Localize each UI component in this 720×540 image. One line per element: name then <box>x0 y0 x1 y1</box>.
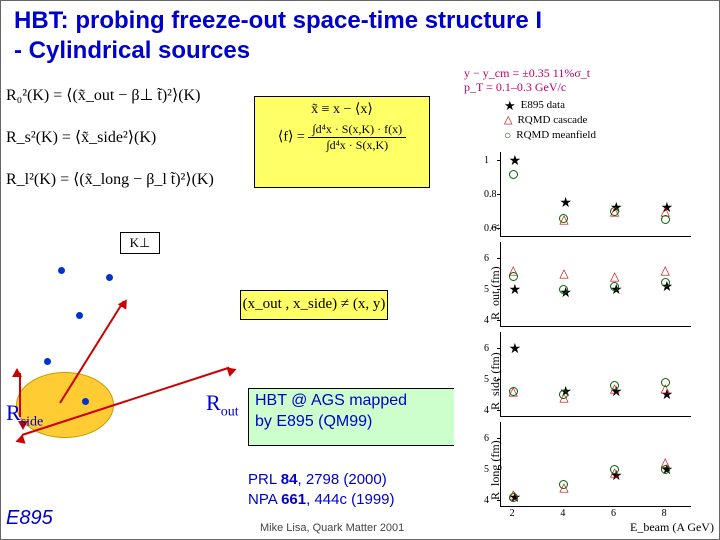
data-point <box>559 214 568 223</box>
emission-dot <box>82 398 89 405</box>
rside-arrow-head-up <box>12 368 22 377</box>
data-point <box>509 170 518 179</box>
data-point: △ <box>661 266 670 274</box>
definition-box: x̃ ≡ x − ⟨x⟩ ⟨f⟩ = ∫d⁴x · S(x,K) · f(x) … <box>254 96 430 188</box>
emission-dot <box>76 312 83 319</box>
ref1: PRL 84, 2798 (2000) <box>248 471 387 488</box>
y-tick: 6 <box>484 253 489 264</box>
chart-subpanel <box>500 152 691 237</box>
data-point: △ <box>610 272 619 280</box>
chart-panel: y − y_cm = ±0.35 11%σ_t p_T = 0.1–0.3 Ge… <box>454 66 716 532</box>
legend-row: ★E895 data <box>504 98 596 114</box>
chart-legend: ★E895 data △RQMD cascade ○RQMD meanfield <box>504 98 596 143</box>
title-line2: - Cylindrical sources <box>14 37 250 64</box>
slide-title: HBT: probing freeze-out space-time struc… <box>14 6 542 66</box>
circle-icon: ○ <box>504 128 511 143</box>
kt-label: K⊥ <box>120 232 160 254</box>
data-point <box>661 215 670 224</box>
rside-label: Rside <box>6 400 43 430</box>
hbt-line1: HBT @ AGS mapped <box>255 392 407 409</box>
emission-dot <box>58 267 65 274</box>
data-point <box>559 285 568 294</box>
y-axis-label: R_side (fm) <box>488 352 503 410</box>
y-tick: 4 <box>484 315 489 326</box>
data-point: △ <box>661 207 670 215</box>
data-point <box>661 378 670 387</box>
y-tick: 5 <box>484 284 489 295</box>
data-point: ★ <box>509 344 522 352</box>
references: PRL 84, 2798 (2000) NPA 661, 444c (1999) <box>248 470 395 509</box>
data-point <box>509 493 518 502</box>
x-axis-label: E_beam (A GeV) <box>630 520 714 535</box>
hbt-line2: by E895 (QM99) <box>255 413 372 430</box>
x-tick: 6 <box>611 508 616 519</box>
y-tick: 4 <box>484 495 489 506</box>
y-axis-label: R_out (fm) <box>488 266 503 320</box>
data-point <box>509 272 518 281</box>
x-tick: 8 <box>662 508 667 519</box>
hbt-mapped-box: HBT @ AGS mapped by E895 (QM99) <box>248 388 464 446</box>
data-point <box>610 207 619 216</box>
rout-arrow-head-back <box>14 434 26 446</box>
data-point: ★ <box>509 156 522 164</box>
rout-label: Rout <box>206 390 239 420</box>
eq-ro: R₀²(K) = ⟨(x̃_out − β⊥ t̃)²⟩(K) <box>6 80 244 112</box>
y-tick: 6 <box>484 343 489 354</box>
eq-rs: R_s²(K) = ⟨x̃_side²⟩(K) <box>6 122 244 154</box>
data-point <box>661 465 670 474</box>
y-tick: 5 <box>484 374 489 385</box>
data-point <box>509 387 518 396</box>
def-avg: ⟨f⟩ = ∫d⁴x · S(x,K) · f(x) ∫d⁴x · S(x,K) <box>255 122 429 153</box>
legend-row: △RQMD cascade <box>504 114 596 128</box>
legend-row: ○RQMD meanfield <box>504 128 596 143</box>
chart-subpanel <box>500 332 691 417</box>
footer-center: Mike Lisa, Quark Matter 2001 <box>260 522 404 534</box>
star-icon: ★ <box>504 98 516 114</box>
equations-block: R₀²(K) = ⟨(x̃_out − β⊥ t̃)²⟩(K) R_s²(K) … <box>6 80 244 206</box>
eq-rl: R_l²(K) = ⟨(x̃_long − β_l t̃)²⟩(K) <box>6 164 244 196</box>
y-tick: 1 <box>484 155 489 166</box>
data-point: △ <box>559 269 568 277</box>
cylindrical-diagram <box>10 262 238 472</box>
footer-experiment: E895 <box>6 507 53 530</box>
data-point <box>610 465 619 474</box>
neq-box: (x_out , x_side) ≠ (x, y) <box>240 290 388 320</box>
y-axis-label: R_long (fm) <box>488 440 503 500</box>
x-tick: 4 <box>560 508 565 519</box>
triangle-icon: △ <box>504 114 512 128</box>
title-line1: HBT: probing freeze-out space-time struc… <box>14 7 542 34</box>
x-tick: 2 <box>510 508 515 519</box>
data-point <box>610 282 619 291</box>
ref2: NPA 661, 444c (1999) <box>248 491 395 508</box>
y-tick: 5 <box>484 464 489 475</box>
chart-caption: y − y_cm = ±0.35 11%σ_t p_T = 0.1–0.3 Ge… <box>464 66 590 95</box>
emission-dot <box>44 358 51 365</box>
def-xtilde: x̃ ≡ x − ⟨x⟩ <box>255 101 429 118</box>
data-point: ★ <box>509 285 522 293</box>
emission-dot <box>106 274 113 281</box>
data-point <box>610 381 619 390</box>
y-tick: 6 <box>484 433 489 444</box>
y-tick: 0.6 <box>484 223 497 234</box>
data-point: ★ <box>559 198 572 206</box>
rout-arrow-head <box>226 364 238 376</box>
y-tick: 4 <box>484 405 489 416</box>
y-tick: 0.8 <box>484 189 497 200</box>
